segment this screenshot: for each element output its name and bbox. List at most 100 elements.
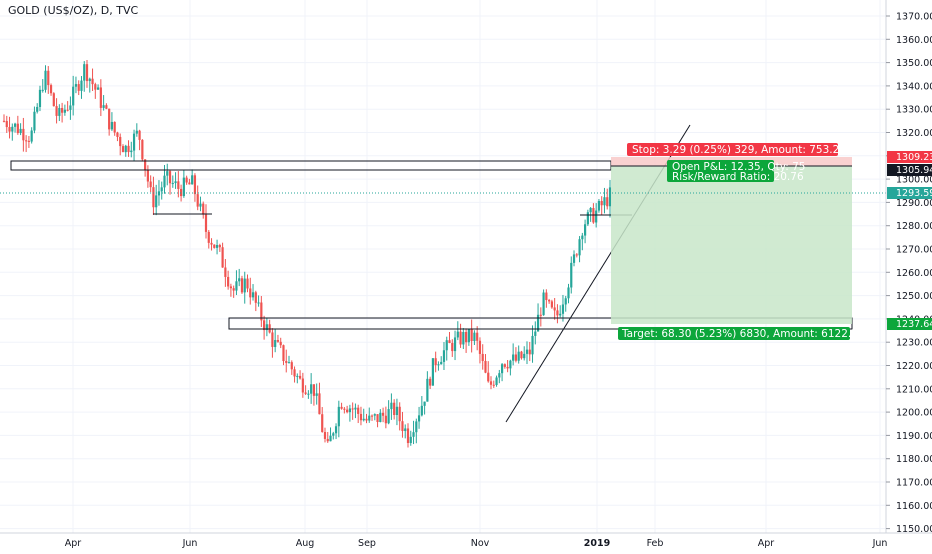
candle-body (144, 159, 147, 170)
candle-body (528, 349, 531, 355)
candle-body (124, 145, 127, 153)
price-tick-label: 1360.00 (896, 35, 932, 46)
candle-body (451, 343, 454, 352)
candle-body (199, 203, 202, 207)
candle-body (260, 302, 263, 321)
candle-body (484, 360, 487, 373)
target-zone[interactable] (611, 166, 852, 324)
candles (2, 59, 612, 448)
candle-body (570, 262, 573, 288)
candle-body (52, 93, 55, 107)
candle-body (523, 353, 526, 359)
candle-body (66, 109, 69, 111)
target-label: Target: 68.30 (5.23%) 6830, Amount: 6122… (621, 328, 858, 340)
candle-body (545, 292, 548, 301)
candle-body (442, 350, 446, 362)
candle-body (575, 254, 578, 256)
price-tick-label: 1210.00 (896, 384, 932, 395)
candle-body (69, 105, 72, 110)
candle-body (83, 64, 86, 81)
candle-body (157, 191, 161, 196)
candle-body (368, 415, 371, 421)
candle-body (498, 373, 501, 378)
candle-body (249, 288, 252, 298)
candle-body (91, 78, 94, 85)
candle-body (431, 358, 435, 386)
candle-body (384, 415, 387, 424)
candle-body (293, 369, 296, 377)
candle-body (542, 292, 545, 316)
candle-body (13, 123, 17, 127)
candle-body (274, 340, 277, 347)
candle-body (5, 121, 8, 128)
candle-body (113, 121, 116, 133)
stop-price-badge (887, 151, 932, 163)
candle-body (426, 378, 429, 402)
candle-body (362, 418, 365, 421)
candle-body (119, 136, 122, 147)
candle-body (276, 340, 280, 342)
candle-body (298, 375, 302, 379)
candle-body (16, 123, 19, 134)
candle-body (257, 302, 260, 304)
candle-body (572, 254, 576, 263)
price-tick-label: 1190.00 (896, 431, 932, 442)
candle-body (141, 139, 144, 160)
candle-body (487, 372, 490, 382)
candle-body (334, 426, 338, 434)
price-tick-label: 1370.00 (896, 12, 932, 23)
candle-body (210, 242, 213, 245)
candle-body (96, 87, 100, 90)
candle-body (420, 405, 423, 416)
candle-body (321, 414, 324, 432)
candle-body (232, 288, 235, 291)
candle-body (227, 276, 230, 287)
candle-body (108, 108, 111, 130)
candle-body (492, 384, 495, 386)
candle-body (520, 351, 523, 359)
candle-body (2, 120, 6, 122)
price-tick-label: 1320.00 (896, 128, 932, 139)
candle-body (481, 353, 484, 361)
candle-body (171, 183, 174, 185)
price-tick-label: 1280.00 (896, 221, 932, 232)
price-tick-label: 1330.00 (896, 105, 932, 116)
symbol-title: GOLD (US$/OZ), D, TVC (8, 4, 139, 17)
resistance-zone[interactable] (10, 160, 612, 171)
candle-body (235, 281, 238, 291)
candle-body (456, 331, 459, 338)
stop-price-text: 1309.23 (896, 152, 932, 163)
candle-body (121, 146, 125, 153)
stop-label: Stop: 3.29 (0.25%) 329, Amount: 753.25 (632, 144, 846, 156)
candle-body (373, 414, 376, 416)
price-tick-label: 1200.00 (896, 408, 932, 419)
candle-body (506, 366, 509, 369)
candle-body (196, 194, 199, 207)
candle-body (608, 187, 612, 207)
price-tick-label: 1260.00 (896, 268, 932, 279)
price-tick-label: 1250.00 (896, 291, 932, 302)
stop-label-bg (627, 143, 838, 156)
candle-body (437, 364, 440, 366)
candle-body (548, 300, 551, 302)
candle-body (401, 421, 404, 432)
time-axis[interactable]: Apr Jun Aug Sep Nov 2019 Feb Apr Jun (65, 538, 888, 549)
time-tick-label: Sep (358, 538, 376, 549)
candle-body (202, 203, 205, 215)
candle-body (193, 175, 197, 195)
candle-body (301, 378, 304, 393)
candle-body (55, 106, 58, 116)
candle-body (525, 349, 529, 354)
candle-body (553, 307, 556, 311)
candle-body (514, 354, 518, 361)
candle-body (318, 393, 321, 415)
candle-body (307, 393, 310, 395)
candle-body (179, 188, 183, 197)
time-tick-label: Jun (872, 538, 888, 549)
price-axis[interactable]: 1370.00 1360.00 1350.00 1340.00 1330.00 1320.… (886, 12, 932, 536)
candle-body (41, 89, 44, 91)
candle-body (578, 239, 581, 256)
candle-body (409, 436, 412, 444)
